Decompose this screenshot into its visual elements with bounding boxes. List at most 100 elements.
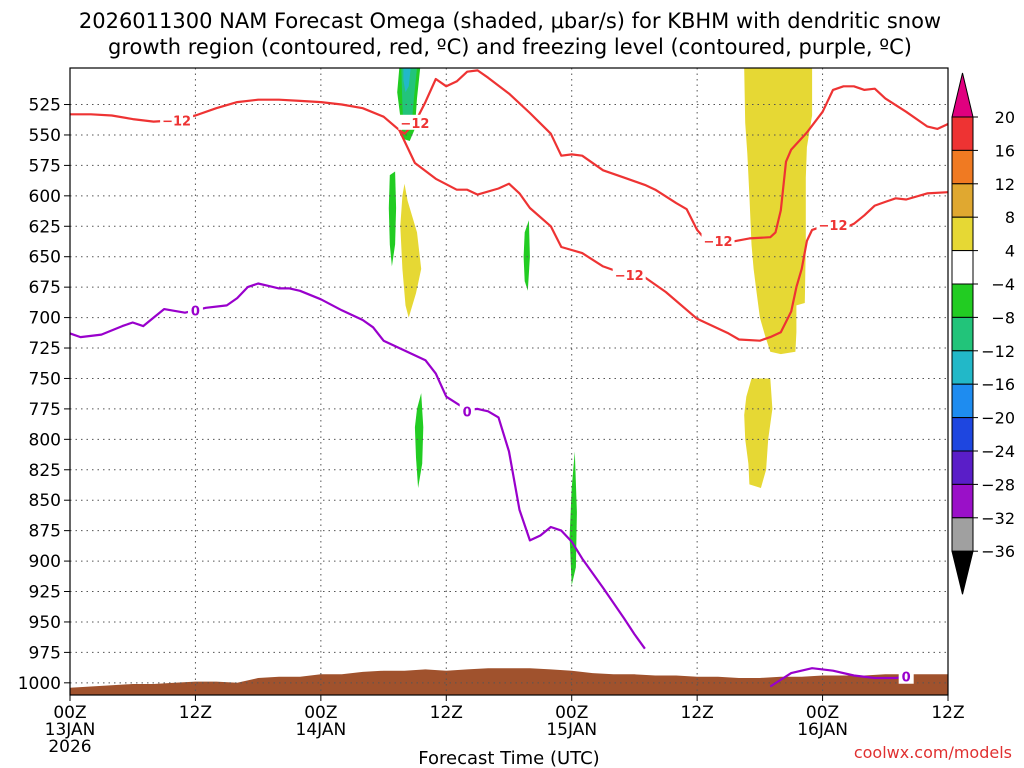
colorbar-label-7: −12 bbox=[981, 342, 1015, 361]
plot-area: −12 −12 −12 −12 −12 0 0 0 bbox=[69, 67, 949, 696]
colorbar-label-11: −28 bbox=[981, 475, 1015, 494]
contour-label-bg-0 bbox=[160, 112, 194, 128]
y-axis: 525 550 575 600 625 650 675 700 725 750 775 800 825 8… bbox=[18, 96, 70, 694]
y-tick-label-14: 875 bbox=[29, 522, 61, 542]
y-tick-label-15: 900 bbox=[29, 552, 61, 572]
colorbar-swatch-2 bbox=[951, 183, 974, 218]
omega-shade-1-3 bbox=[523, 220, 530, 291]
colorbar-swatch-11 bbox=[951, 483, 974, 519]
contour-line-1 bbox=[398, 129, 948, 342]
y-tick-label-9: 750 bbox=[29, 369, 61, 389]
x-tick-label-2-0: 00Z bbox=[304, 703, 337, 723]
contour-label-1: −12 bbox=[400, 117, 429, 132]
contour-label-3: −12 bbox=[615, 269, 644, 284]
colorbar-swatch-5 bbox=[951, 283, 974, 318]
x-tick-label-0-0: 00Z bbox=[53, 703, 86, 723]
contour-label-7: 0 bbox=[902, 671, 911, 686]
y-tick-label-3: 600 bbox=[29, 187, 61, 207]
x-tick-label-4-1: 15JAN bbox=[546, 720, 597, 740]
colorbar-label-6: −8 bbox=[991, 308, 1015, 327]
x-axis-title: Forecast Time (UTC) bbox=[418, 748, 599, 768]
colorbar-below-arrow bbox=[951, 550, 974, 595]
contour-label-bg-7 bbox=[898, 668, 914, 684]
colorbar-label-5: −4 bbox=[991, 275, 1015, 294]
colorbar-label-0: 20 bbox=[995, 108, 1015, 127]
x-tick-label-1-0: 12Z bbox=[179, 703, 212, 723]
y-tick-label-19: 1000 bbox=[18, 674, 61, 694]
x-tick-label-6-1: 16JAN bbox=[797, 720, 848, 740]
x-tick-label-4-0: 00Z bbox=[555, 703, 588, 723]
y-tick-label-12: 825 bbox=[29, 461, 61, 481]
omega-shade-0-1 bbox=[744, 378, 773, 488]
x-tick-label-2-1: 14JAN bbox=[296, 720, 347, 740]
contour-label-bg-6 bbox=[459, 403, 475, 419]
x-tick-label-7-0: 12Z bbox=[931, 703, 964, 723]
y-tick-label-11: 800 bbox=[29, 430, 61, 450]
colorbar-swatch-7 bbox=[951, 350, 974, 385]
y-tick-label-4: 625 bbox=[29, 217, 61, 237]
colorbar-swatch-4 bbox=[951, 250, 974, 285]
contour-line-0 bbox=[70, 69, 948, 245]
contour-label-bg-2 bbox=[701, 232, 735, 248]
colorbar-label-2: 12 bbox=[995, 175, 1015, 194]
chart-title-line-1: 2026011300 NAM Forecast Omega (shaded, μ… bbox=[79, 9, 941, 33]
colorbar-label-13: −36 bbox=[981, 542, 1015, 561]
y-tick-label-7: 700 bbox=[29, 309, 61, 329]
source-credit: coolwx.com/models bbox=[854, 743, 1012, 762]
colorbar-swatch-10 bbox=[951, 450, 974, 485]
omega-shade-3-0 bbox=[403, 68, 411, 93]
omega-shade-0-2 bbox=[400, 183, 422, 318]
contour-label-5: 0 bbox=[191, 304, 200, 319]
contour-label-6: 0 bbox=[463, 405, 472, 420]
colorbar-swatch-3 bbox=[951, 216, 974, 252]
y-tick-label-16: 925 bbox=[29, 583, 61, 603]
contour-label-bg-3 bbox=[612, 266, 646, 282]
terrain-fill bbox=[70, 668, 948, 695]
y-tick-label-5: 650 bbox=[29, 248, 61, 268]
chart-title-line-2: growth region (contoured, red, ºC) and f… bbox=[108, 35, 912, 59]
y-tick-label-0: 525 bbox=[29, 96, 61, 116]
y-tick-label-10: 775 bbox=[29, 400, 61, 420]
colorbar-label-3: 8 bbox=[1005, 208, 1015, 227]
x-tick-label-5-0: 12Z bbox=[681, 703, 714, 723]
contour-label-4: −12 bbox=[819, 219, 848, 234]
contour-label-bg-1 bbox=[398, 114, 432, 130]
colorbar-label-1: 16 bbox=[995, 141, 1015, 160]
x-tick-label-6-0: 00Z bbox=[806, 703, 839, 723]
colorbar-label-8: −16 bbox=[981, 375, 1015, 394]
colorbar-label-4: 4 bbox=[1005, 242, 1015, 261]
y-tick-label-6: 675 bbox=[29, 278, 61, 298]
contour-label-2: −12 bbox=[704, 235, 733, 250]
colorbar: 20 16 12 8 4 −4 −8 −12 −16 −20 −24 −28 −32 −36 bbox=[951, 72, 1015, 595]
contour-label-bg-5 bbox=[187, 302, 203, 318]
omega-shade-1-4 bbox=[569, 451, 577, 586]
colorbar-swatch-0 bbox=[951, 116, 974, 151]
colorbar-swatch-12 bbox=[951, 517, 974, 552]
y-tick-label-18: 975 bbox=[29, 643, 61, 663]
colorbar-label-10: −24 bbox=[981, 442, 1015, 461]
x-tick-label-0-1: 13JAN bbox=[45, 720, 96, 740]
contour-line-3 bbox=[769, 667, 907, 688]
colorbar-label-12: −32 bbox=[981, 509, 1015, 528]
omega-shade-1-2 bbox=[414, 393, 424, 488]
y-tick-label-8: 725 bbox=[29, 339, 61, 359]
x-tick-label-3-0: 12Z bbox=[430, 703, 463, 723]
omega-shade-0-0 bbox=[744, 68, 813, 355]
y-tick-label-13: 850 bbox=[29, 491, 61, 511]
contour-label-bg-4 bbox=[816, 217, 850, 233]
colorbar-above-arrow bbox=[951, 72, 974, 118]
y-tick-label-2: 575 bbox=[29, 156, 61, 176]
colorbar-swatch-9 bbox=[951, 417, 974, 452]
contour-line-2 bbox=[70, 282, 646, 650]
x-tick-label-0-2: 2026 bbox=[48, 737, 91, 757]
colorbar-swatch-1 bbox=[951, 149, 974, 185]
colorbar-swatch-6 bbox=[951, 316, 974, 352]
colorbar-swatch-8 bbox=[951, 383, 974, 419]
y-tick-label-17: 950 bbox=[29, 613, 61, 633]
plot-frame bbox=[69, 67, 949, 696]
contour-label-0: −12 bbox=[162, 114, 191, 129]
omega-shade-1-1 bbox=[388, 171, 397, 267]
y-tick-label-1: 550 bbox=[29, 126, 61, 146]
